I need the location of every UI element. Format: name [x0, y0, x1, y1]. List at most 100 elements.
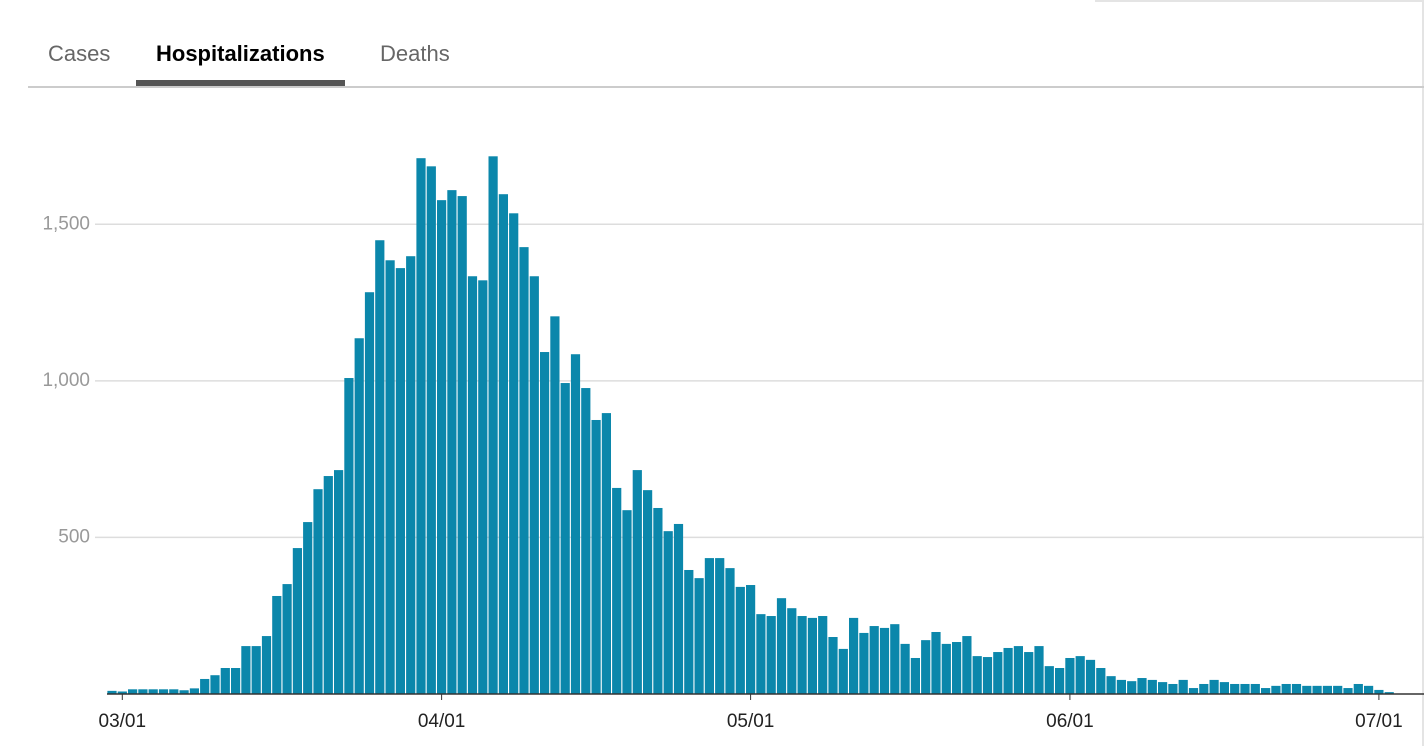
- bar: [807, 617, 817, 694]
- bar: [354, 338, 364, 694]
- x-tick-label: 07/01: [1355, 711, 1403, 732]
- bar: [158, 689, 169, 694]
- bar: [787, 608, 797, 694]
- bar: [1178, 679, 1188, 694]
- bar: [921, 640, 931, 694]
- bar: [704, 558, 714, 694]
- bar: [756, 614, 766, 694]
- bar: [1271, 685, 1281, 694]
- bar: [1343, 688, 1353, 694]
- bar: [560, 383, 570, 694]
- bar: [766, 616, 776, 694]
- bar: [941, 643, 951, 694]
- bar: [467, 276, 478, 694]
- bar: [509, 213, 519, 695]
- bar: [540, 352, 550, 694]
- bar: [1240, 683, 1250, 694]
- bar: [715, 558, 725, 694]
- tab[interactable]: Hospitalizations: [136, 38, 345, 86]
- bar: [982, 657, 993, 694]
- y-tick-label: 1,000: [42, 370, 90, 391]
- bar: [1055, 668, 1065, 694]
- bar: [1024, 652, 1034, 694]
- bar: [1013, 646, 1023, 694]
- bar: [735, 586, 745, 694]
- bar: [334, 470, 344, 694]
- bar: [210, 675, 220, 694]
- bar: [323, 476, 333, 694]
- bar: [776, 598, 787, 694]
- bar: [1065, 657, 1075, 694]
- bar: [1147, 679, 1157, 694]
- bar: [179, 690, 189, 694]
- tab[interactable]: Cases: [48, 41, 111, 66]
- bar: [952, 642, 962, 694]
- bar: [416, 158, 426, 695]
- bar: [694, 578, 704, 694]
- bar: [601, 413, 611, 694]
- x-tick-label: 03/01: [99, 711, 147, 732]
- bar: [1302, 685, 1312, 694]
- bar: [169, 689, 179, 694]
- x-tick-label: 05/01: [727, 711, 775, 732]
- x-tick-label: 04/01: [418, 711, 466, 732]
- bar: [406, 256, 416, 694]
- bar: [632, 470, 642, 694]
- bar: [519, 247, 529, 694]
- bar: [931, 631, 941, 694]
- bar: [1353, 683, 1363, 694]
- tab-divider: [28, 86, 1424, 88]
- bar: [643, 490, 653, 694]
- bar: [859, 632, 869, 694]
- bar: [725, 568, 735, 694]
- bar: [869, 626, 879, 694]
- bar: [426, 166, 436, 694]
- bar: [1158, 682, 1168, 694]
- bar: [1168, 683, 1178, 694]
- bar: [612, 487, 622, 694]
- bar: [622, 510, 632, 694]
- bar: [457, 196, 467, 694]
- bar: [591, 419, 601, 694]
- bar: [972, 656, 982, 694]
- bar: [107, 690, 117, 694]
- bar: [993, 652, 1003, 694]
- bar: [1384, 692, 1394, 694]
- bar: [282, 584, 292, 694]
- bar: [684, 569, 694, 694]
- bar: [488, 156, 498, 695]
- bar: [828, 637, 838, 694]
- bar: [581, 388, 591, 694]
- bar: [344, 378, 354, 694]
- bar: [251, 646, 261, 694]
- bar: [1291, 683, 1302, 694]
- bar: [663, 531, 673, 694]
- bar: [189, 688, 199, 694]
- bar: [220, 668, 230, 694]
- bar: [797, 616, 807, 694]
- bar: [1096, 668, 1106, 694]
- y-tick-label: 1,500: [42, 213, 90, 234]
- bar: [900, 643, 910, 694]
- frame-line: [1095, 0, 1424, 2]
- x-tick-label: 06/01: [1046, 711, 1094, 732]
- bar: [447, 190, 457, 694]
- bar: [1075, 656, 1085, 694]
- bar: [364, 292, 375, 694]
- bar: [962, 636, 972, 694]
- bar: [1312, 685, 1322, 694]
- bar: [1230, 683, 1240, 694]
- bar: [910, 657, 920, 694]
- bar: [1219, 682, 1229, 694]
- bar: [395, 268, 405, 694]
- bar: [231, 668, 241, 694]
- bar: [550, 316, 560, 694]
- bar: [673, 523, 684, 694]
- bar: [818, 616, 828, 694]
- bar: [1034, 646, 1044, 694]
- bar: [529, 276, 539, 694]
- bar: [117, 691, 127, 694]
- tab[interactable]: Deaths: [380, 41, 450, 66]
